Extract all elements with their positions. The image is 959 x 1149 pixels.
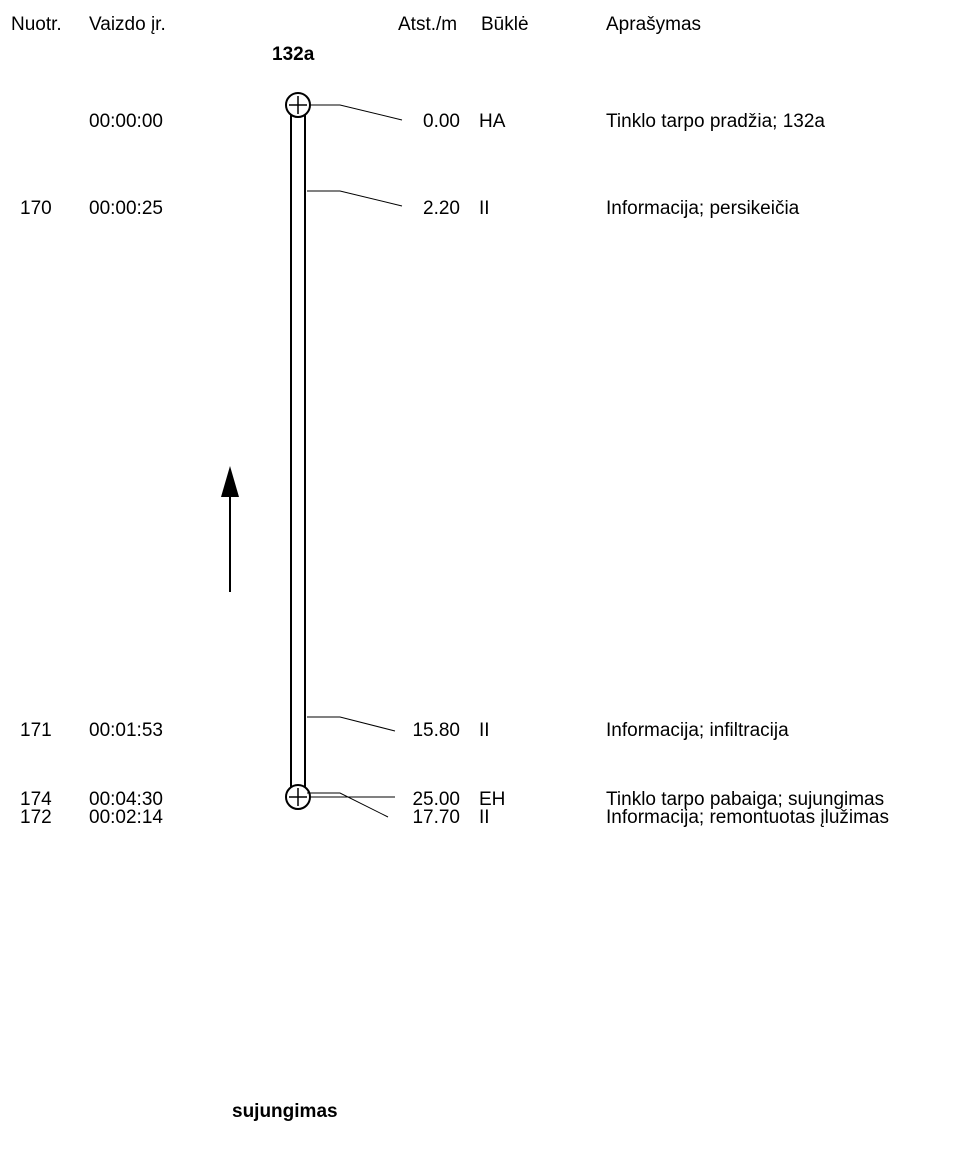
- row-description: Informacija; persikeičia: [606, 198, 800, 219]
- row-condition: II: [479, 198, 490, 219]
- leader-line: [310, 104, 403, 121]
- header-condition: Būklė: [481, 14, 529, 35]
- row-distance: 2.20: [423, 198, 460, 219]
- header-description: Aprašymas: [606, 14, 702, 35]
- row-photo: 171: [20, 720, 52, 741]
- row-video: 00:01:53: [89, 720, 163, 741]
- row-distance: 17.70: [412, 807, 460, 828]
- end-node-label: sujungimas: [232, 1101, 338, 1122]
- row-photo: 174: [20, 789, 52, 810]
- row-description: Tinklo tarpo pabaiga; sujungimas: [606, 789, 885, 810]
- row-distance: 15.80: [412, 720, 460, 741]
- row-distance: 0.00: [423, 111, 460, 132]
- start-node-label: 132a: [272, 44, 315, 65]
- row-photo: 170: [20, 198, 52, 219]
- row-distance: 25.00: [412, 789, 460, 810]
- row-description: Tinklo tarpo pradžia; 132a: [606, 111, 825, 132]
- row-description: Informacija; remontuotas įlužimas: [606, 807, 889, 828]
- row-condition: EH: [479, 789, 506, 810]
- row-photo: 172: [20, 807, 52, 828]
- leader-line: [307, 792, 389, 818]
- end-manhole-icon: [285, 784, 311, 810]
- row-video: 00:02:14: [89, 807, 163, 828]
- row-condition: II: [479, 807, 490, 828]
- header-photo: Nuotr.: [11, 14, 62, 35]
- row-description: Informacija; infiltracija: [606, 720, 789, 741]
- row-video: 00:00:00: [89, 111, 163, 132]
- row-condition: HA: [479, 111, 506, 132]
- row-video: 00:04:30: [89, 789, 163, 810]
- row-condition: II: [479, 720, 490, 741]
- flow-direction-arrow: [221, 466, 239, 592]
- start-manhole-icon: [285, 92, 311, 118]
- row-video: 00:00:25: [89, 198, 163, 219]
- leader-line: [307, 190, 403, 207]
- header-distance: Atst./m: [398, 14, 458, 35]
- leader-line: [307, 716, 396, 732]
- pipe-body: [290, 114, 306, 796]
- header-video: Vaizdo įr.: [89, 14, 166, 35]
